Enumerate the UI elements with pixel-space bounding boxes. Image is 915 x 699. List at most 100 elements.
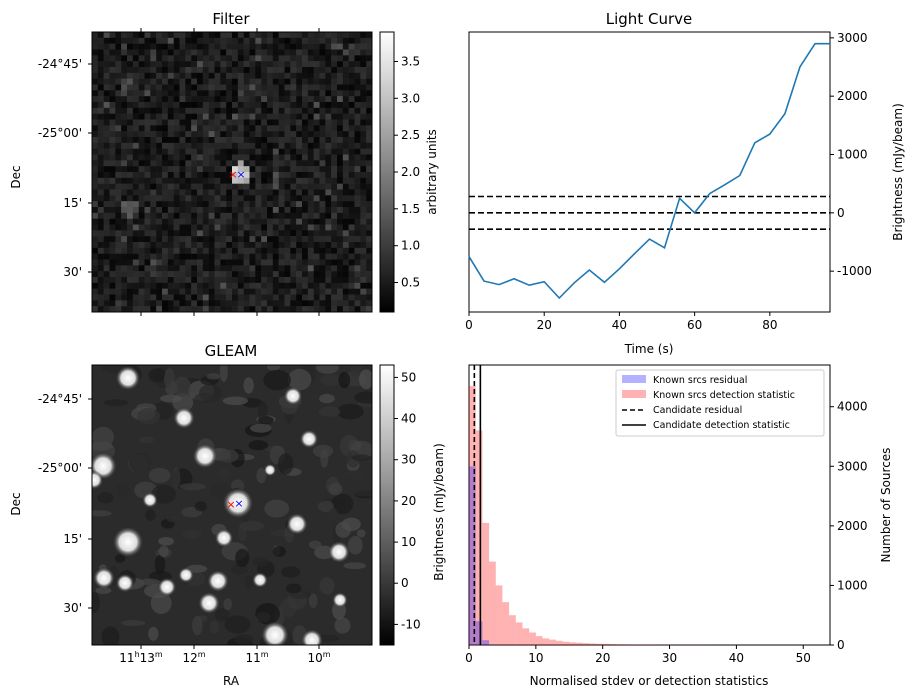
- svg-text:11h13m: 11h13m: [119, 650, 163, 665]
- gleam-xlabel: RA: [223, 674, 240, 688]
- gleam-colorbar-tick-6: 50: [401, 370, 416, 384]
- histogram-xtick-4: 40: [729, 651, 744, 665]
- detection-bar-5: [502, 602, 510, 645]
- detection-bar-6: [509, 615, 516, 645]
- gleam-colorbar: -10 0 10 20 30 40 50: [379, 364, 421, 646]
- detection-bar-8: [522, 628, 530, 645]
- gleam-ra-tick-3: 11m: [245, 650, 268, 665]
- detection-bar-1: [475, 430, 483, 645]
- detection-bar-12: [549, 639, 556, 645]
- legend-label-candidate-residual: Candidate residual: [653, 405, 742, 416]
- histogram-xtick-0: 0: [465, 651, 473, 665]
- light-curve-xtick-2: 40: [612, 318, 627, 332]
- filter-dec-tick-2: -25°00': [38, 126, 82, 140]
- svg-text:11m: 11m: [245, 650, 268, 665]
- histogram-xtick-2: 20: [595, 651, 610, 665]
- gleam-colorbar-tick-2: 10: [401, 535, 416, 549]
- light-curve-title: Light Curve: [606, 10, 692, 28]
- filter-title: Filter: [212, 10, 250, 28]
- legend-label-known-detection: Known srcs detection statistic: [653, 390, 795, 401]
- filter-colorbar-tick-2: 1.5: [401, 202, 420, 216]
- gleam-dec-tick-4: 30': [63, 601, 82, 615]
- detection-bar-21: [609, 644, 617, 645]
- light-curve-xlabel: Time (s): [624, 342, 674, 356]
- histogram-xtick-1: 10: [528, 651, 543, 665]
- filter-dec-tick-3: 15': [63, 196, 82, 210]
- gleam-colorbar-tick-0: -10: [401, 617, 421, 631]
- filter-dec-tick-4: 30': [63, 265, 82, 279]
- gleam-ra-tick-1: 11h13m: [119, 650, 163, 665]
- filter-panel: Filter Dec -24°45' -25°00' 15' 30' × ×: [9, 10, 373, 316]
- detection-bar-14: [562, 641, 570, 645]
- filter-colorbar-tick-3: 2.0: [401, 165, 420, 179]
- detection-bar-2: [482, 522, 490, 645]
- gleam-dec-tick-3: 15': [63, 532, 82, 546]
- gleam-dec-tick-1: -24°45': [38, 392, 82, 406]
- filter-tickmarks: [88, 28, 320, 316]
- legend-label-candidate-detection: Candidate detection statistic: [653, 420, 790, 431]
- filter-red-marker: ×: [228, 168, 237, 181]
- light-curve-xtick-4: 80: [762, 318, 777, 332]
- filter-ylabel: Dec: [9, 165, 23, 188]
- light-curve-line: [468, 42, 830, 300]
- histogram-ytick-4: 4000: [837, 400, 868, 414]
- residual-bar-3: [489, 644, 496, 645]
- light-curve-ylabel: Brightness (mJy/beam): [891, 103, 905, 241]
- detection-bar-23: [622, 644, 630, 645]
- filter-colorbar-label: arbitrary units: [425, 129, 439, 215]
- histogram-xlabel: Normalised stdev or detection statistics: [530, 674, 769, 688]
- filter-colorbar-tick-1: 1.0: [401, 239, 420, 253]
- gleam-colorbar-tick-5: 40: [401, 412, 416, 426]
- detection-bar-25: [636, 644, 643, 645]
- histogram-ytick-2: 2000: [837, 519, 868, 533]
- detection-bar-16: [576, 642, 583, 645]
- detection-bar-3: [489, 561, 496, 645]
- legend-label-known-residual: Known srcs residual: [653, 375, 747, 386]
- light-curve-frame: [468, 31, 831, 313]
- svg-text:10m: 10m: [307, 650, 330, 665]
- detection-bar-18: [589, 643, 596, 645]
- light-curve-ytick-1: 0: [837, 206, 845, 220]
- svg-text:12m: 12m: [182, 650, 205, 665]
- residual-bar-1: [475, 621, 483, 645]
- light-curve-xtick-0: 0: [465, 318, 473, 332]
- gleam-title: GLEAM: [205, 342, 258, 360]
- gleam-frame: [91, 364, 373, 646]
- light-curve-ytick-2: 1000: [837, 148, 868, 162]
- gleam-panel: GLEAM Dec -24°45' -25°00' 15' 30' 11h13m…: [9, 342, 373, 688]
- gleam-ylabel: Dec: [9, 492, 23, 515]
- histogram-legend: Known srcs residual Known srcs detection…: [615, 369, 825, 437]
- histogram-xtick-3: 30: [662, 651, 677, 665]
- gleam-colorbar-tick-4: 30: [401, 453, 416, 467]
- histogram-ytick-1: 1000: [837, 578, 868, 592]
- detection-bar-19: [596, 643, 603, 645]
- gleam-dec-tick-2: -25°00': [38, 461, 82, 475]
- light-curve-chart: Light Curve 0 20 40 60 80-10000100020003000 …: [465, 10, 905, 356]
- filter-colorbar-tick-4: 2.5: [401, 128, 420, 142]
- detection-bar-22: [616, 644, 623, 645]
- legend-swatch-known-residual: [622, 375, 646, 383]
- filter-dec-tick-1: -24°45': [38, 57, 82, 71]
- legend-swatch-known-detection: [622, 390, 646, 398]
- filter-colorbar-tick-6: 3.5: [401, 55, 420, 69]
- filter-frame: [91, 31, 373, 313]
- detection-bar-0: [469, 385, 476, 645]
- gleam-tickmarks: [88, 398, 320, 649]
- detection-bar-11: [542, 638, 550, 645]
- light-curve-ytick-4: 3000: [837, 31, 868, 45]
- gleam-blue-marker: ×: [234, 497, 243, 510]
- filter-colorbar-tick-0: 0.5: [401, 276, 420, 290]
- filter-colorbar: 0.5 1.0 1.5 2.0 2.5 3.0 3.5 arbitrary units: [379, 31, 439, 313]
- filter-blue-marker: ×: [236, 168, 245, 181]
- histogram-ylabel-left: Brightness (mJy/beam): [432, 443, 446, 581]
- histogram-ytick-0: 0: [837, 638, 845, 652]
- detection-bar-4: [495, 585, 503, 645]
- gleam-red-marker: ×: [226, 498, 235, 511]
- residual-bar-2: [482, 640, 490, 645]
- gleam-ra-tick-2: 12m: [182, 650, 205, 665]
- detection-bar-7: [515, 622, 523, 645]
- detection-bar-24: [629, 644, 637, 645]
- residual-bar-0: [469, 466, 476, 645]
- light-curve-ytick-0: -1000: [837, 264, 872, 278]
